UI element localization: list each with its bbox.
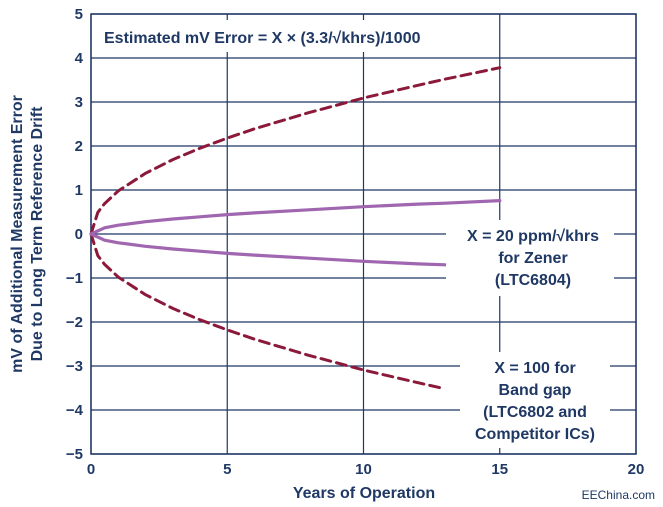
x-tick-label: 5 [223, 461, 231, 478]
zener-label-line3: (LTC6804) [495, 272, 571, 289]
series-line-bandgap-pos [89, 66, 502, 236]
y-tick-label: −4 [66, 402, 84, 419]
series-line-zener-neg [89, 232, 447, 267]
y-tick-label: −2 [66, 314, 83, 331]
y-tick-label: 2 [75, 138, 83, 155]
bandgap-annotation: X = 100 for Band gap (LTC6802 and Compet… [460, 352, 610, 448]
formula-background [96, 20, 474, 52]
bandgap-annotation-background [460, 352, 610, 448]
y-tick-label: 3 [75, 94, 83, 111]
zener-label-line2: for Zener [498, 250, 567, 267]
x-tick-label: 20 [628, 461, 645, 478]
bandgap-label-line4: Competitor ICs) [475, 426, 595, 443]
formula-text: Estimated mV Error = X × (3.3/√khrs)/100… [104, 30, 421, 47]
watermark: EEChina.com [582, 488, 655, 502]
x-tick-label: 0 [87, 461, 95, 478]
y-tick-label: −3 [66, 358, 83, 375]
series-group [89, 66, 502, 391]
x-tick-label: 10 [355, 461, 372, 478]
zener-label-line1: X = 20 ppm/√khrs [467, 228, 599, 245]
y-axis-title-line1: mV of Additional Measurement Error [9, 95, 26, 373]
y-axis-title-line2: Due to Long Term Reference Drift [29, 106, 46, 362]
x-tick-label: 15 [491, 461, 508, 478]
y-tick-label: 1 [75, 182, 83, 199]
formula-box: Estimated mV Error = X × (3.3/√khrs)/100… [96, 20, 474, 52]
y-tick-label: −1 [66, 270, 83, 287]
y-tick-label: −5 [66, 446, 83, 463]
series-line-zener-pos [89, 199, 502, 236]
zener-annotation: X = 20 ppm/√khrs for Zener (LTC6804) [446, 220, 614, 296]
zener-annotation-background [446, 220, 614, 296]
bandgap-label-line3: (LTC6802 and [483, 404, 587, 421]
series-line-bandgap-neg [89, 232, 447, 391]
y-tick-label: 5 [75, 6, 83, 23]
y-tick-label: 0 [75, 226, 83, 243]
y-tick-label: 4 [75, 50, 84, 67]
grid [90, 13, 637, 455]
bandgap-label-line1: X = 100 for [494, 360, 575, 377]
x-axis-title: Years of Operation [293, 485, 435, 502]
bandgap-label-line2: Band gap [499, 382, 572, 399]
